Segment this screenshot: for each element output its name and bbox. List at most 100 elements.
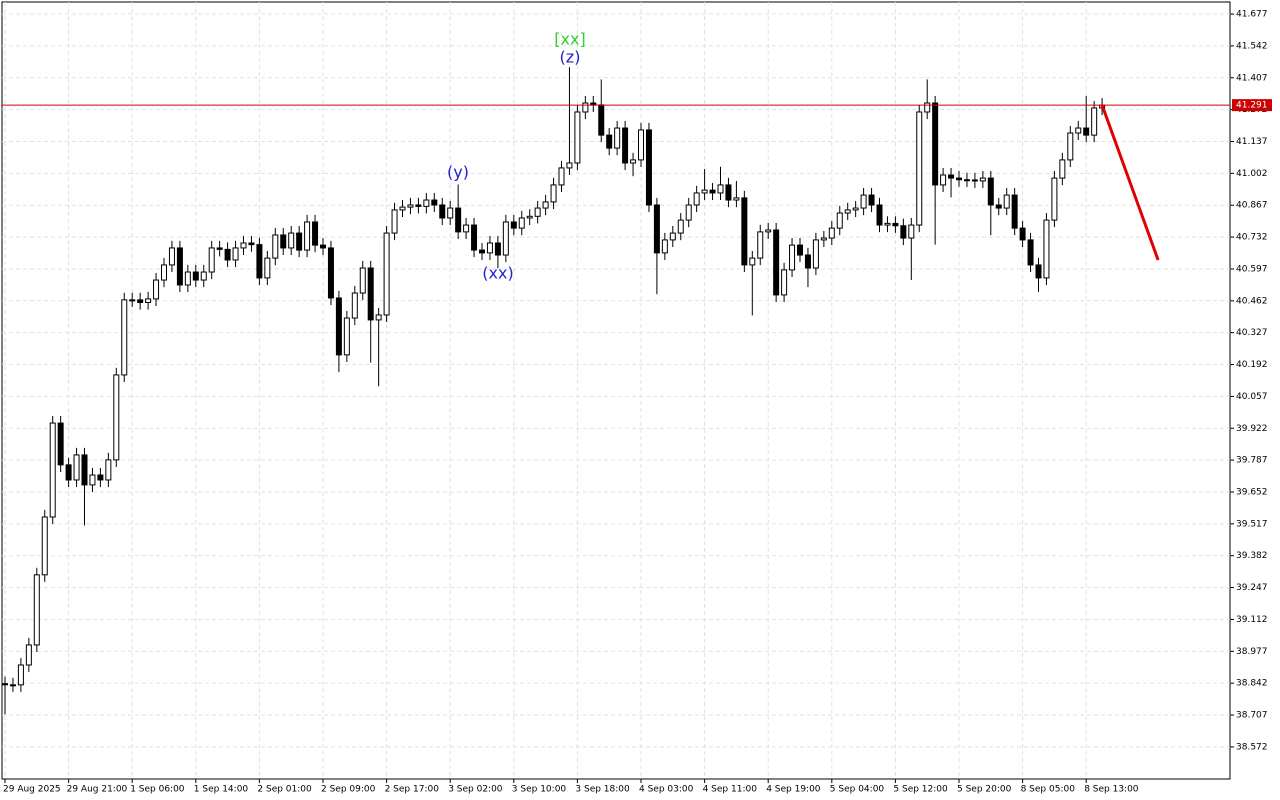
candle-body [860, 194, 867, 209]
candle-body [558, 167, 565, 186]
candle-body [49, 422, 56, 518]
candle-body [399, 206, 406, 211]
candle-body [176, 247, 183, 286]
y-tick-label: 39.652 [1236, 487, 1268, 497]
candle-body [57, 422, 64, 466]
candle-body [1011, 194, 1018, 229]
candle-body [804, 254, 811, 269]
candle-body [995, 204, 1002, 209]
candle-body [447, 207, 454, 219]
candle-body [1019, 227, 1026, 241]
candle-body [1067, 132, 1074, 161]
x-tick-label: 4 Sep 03:00 [639, 785, 694, 795]
candle-body [121, 299, 128, 376]
y-tick-label: 41.407 [1236, 73, 1268, 83]
x-tick-label: 1 Sep 06:00 [130, 785, 185, 795]
candle-body [17, 664, 24, 686]
y-tick-label: 38.842 [1236, 679, 1268, 689]
candle-body [224, 248, 231, 261]
candle-body [113, 374, 120, 461]
candle-body [304, 221, 311, 251]
candle-body [296, 232, 303, 251]
candle-body [924, 102, 931, 113]
candle-body [153, 279, 160, 300]
x-tick-label: 3 Sep 10:00 [512, 785, 567, 795]
candle-body [168, 247, 175, 266]
wave-label: (y) [447, 163, 469, 182]
candle-body [232, 247, 239, 261]
candle-body [184, 271, 191, 286]
candle-body [240, 242, 247, 249]
candle-body [471, 224, 478, 251]
y-tick-label: 40.327 [1236, 328, 1268, 338]
candle-body [987, 177, 994, 206]
candle-body [781, 269, 788, 296]
candle-body [653, 204, 660, 254]
x-tick-label: 2 Sep 17:00 [385, 785, 440, 795]
candle-body [606, 134, 613, 149]
candle-body [351, 292, 358, 319]
candle-body [892, 222, 899, 227]
candle-body [542, 201, 549, 209]
y-tick-label: 41.002 [1236, 169, 1268, 179]
wave-label: (xx) [482, 264, 513, 283]
candle-body [288, 232, 295, 249]
y-tick-label: 41.677 [1236, 10, 1268, 20]
candle-body [129, 299, 136, 302]
candle-body [272, 234, 279, 259]
wave-label: (z) [560, 48, 581, 67]
candle-body [264, 257, 271, 279]
candle-body [97, 474, 104, 481]
wave-label: [xx] [554, 30, 585, 49]
y-tick-label: 39.517 [1236, 519, 1268, 529]
candle-body [733, 197, 740, 201]
candle-body [590, 102, 597, 106]
candle-body [844, 209, 851, 214]
candle-body [630, 159, 637, 164]
candle-body [916, 111, 923, 226]
x-tick-label: 5 Sep 20:00 [957, 785, 1012, 795]
candle-body [677, 219, 684, 234]
candle-body [479, 249, 485, 254]
candle-body [320, 244, 326, 249]
candle-body [534, 207, 541, 217]
candle-body [9, 684, 16, 687]
y-tick-label: 40.462 [1236, 296, 1268, 306]
candle-body [463, 224, 470, 233]
x-tick-label: 2 Sep 01:00 [257, 785, 312, 795]
x-tick-label: 1 Sep 14:00 [194, 785, 249, 795]
x-tick-label: 3 Sep 18:00 [575, 785, 630, 795]
candle-body [33, 574, 40, 646]
candle-body [741, 197, 748, 266]
candle-body [1051, 177, 1058, 221]
candle-body [765, 229, 772, 233]
candle-body [526, 215, 533, 219]
x-tick-label: 3 Sep 02:00 [448, 785, 503, 795]
candle-body [884, 222, 891, 226]
candle-body [669, 232, 676, 241]
candle-body [773, 229, 780, 296]
candle-body [216, 247, 223, 250]
y-tick-label: 38.707 [1236, 711, 1268, 721]
candle-body [582, 102, 589, 113]
candle-body [383, 232, 390, 316]
price-label-box [1232, 99, 1272, 112]
y-tick-label: 40.867 [1236, 201, 1268, 211]
candle-body [391, 209, 398, 234]
candle-body [574, 111, 581, 164]
candle-body [1003, 194, 1010, 209]
candle-body [940, 174, 947, 186]
candle-body [248, 242, 255, 246]
candle-body [876, 204, 883, 226]
x-tick-label: 29 Aug 2025 [3, 785, 61, 795]
candle-body [312, 221, 319, 246]
candle-body [280, 234, 287, 249]
candle-body [407, 204, 414, 208]
candle-body [685, 204, 692, 221]
candle-body [971, 179, 978, 182]
candle-body [868, 194, 875, 206]
plot-frame [1, 1, 1231, 780]
candle-body [812, 239, 819, 269]
y-tick-label: 41.137 [1236, 137, 1268, 147]
